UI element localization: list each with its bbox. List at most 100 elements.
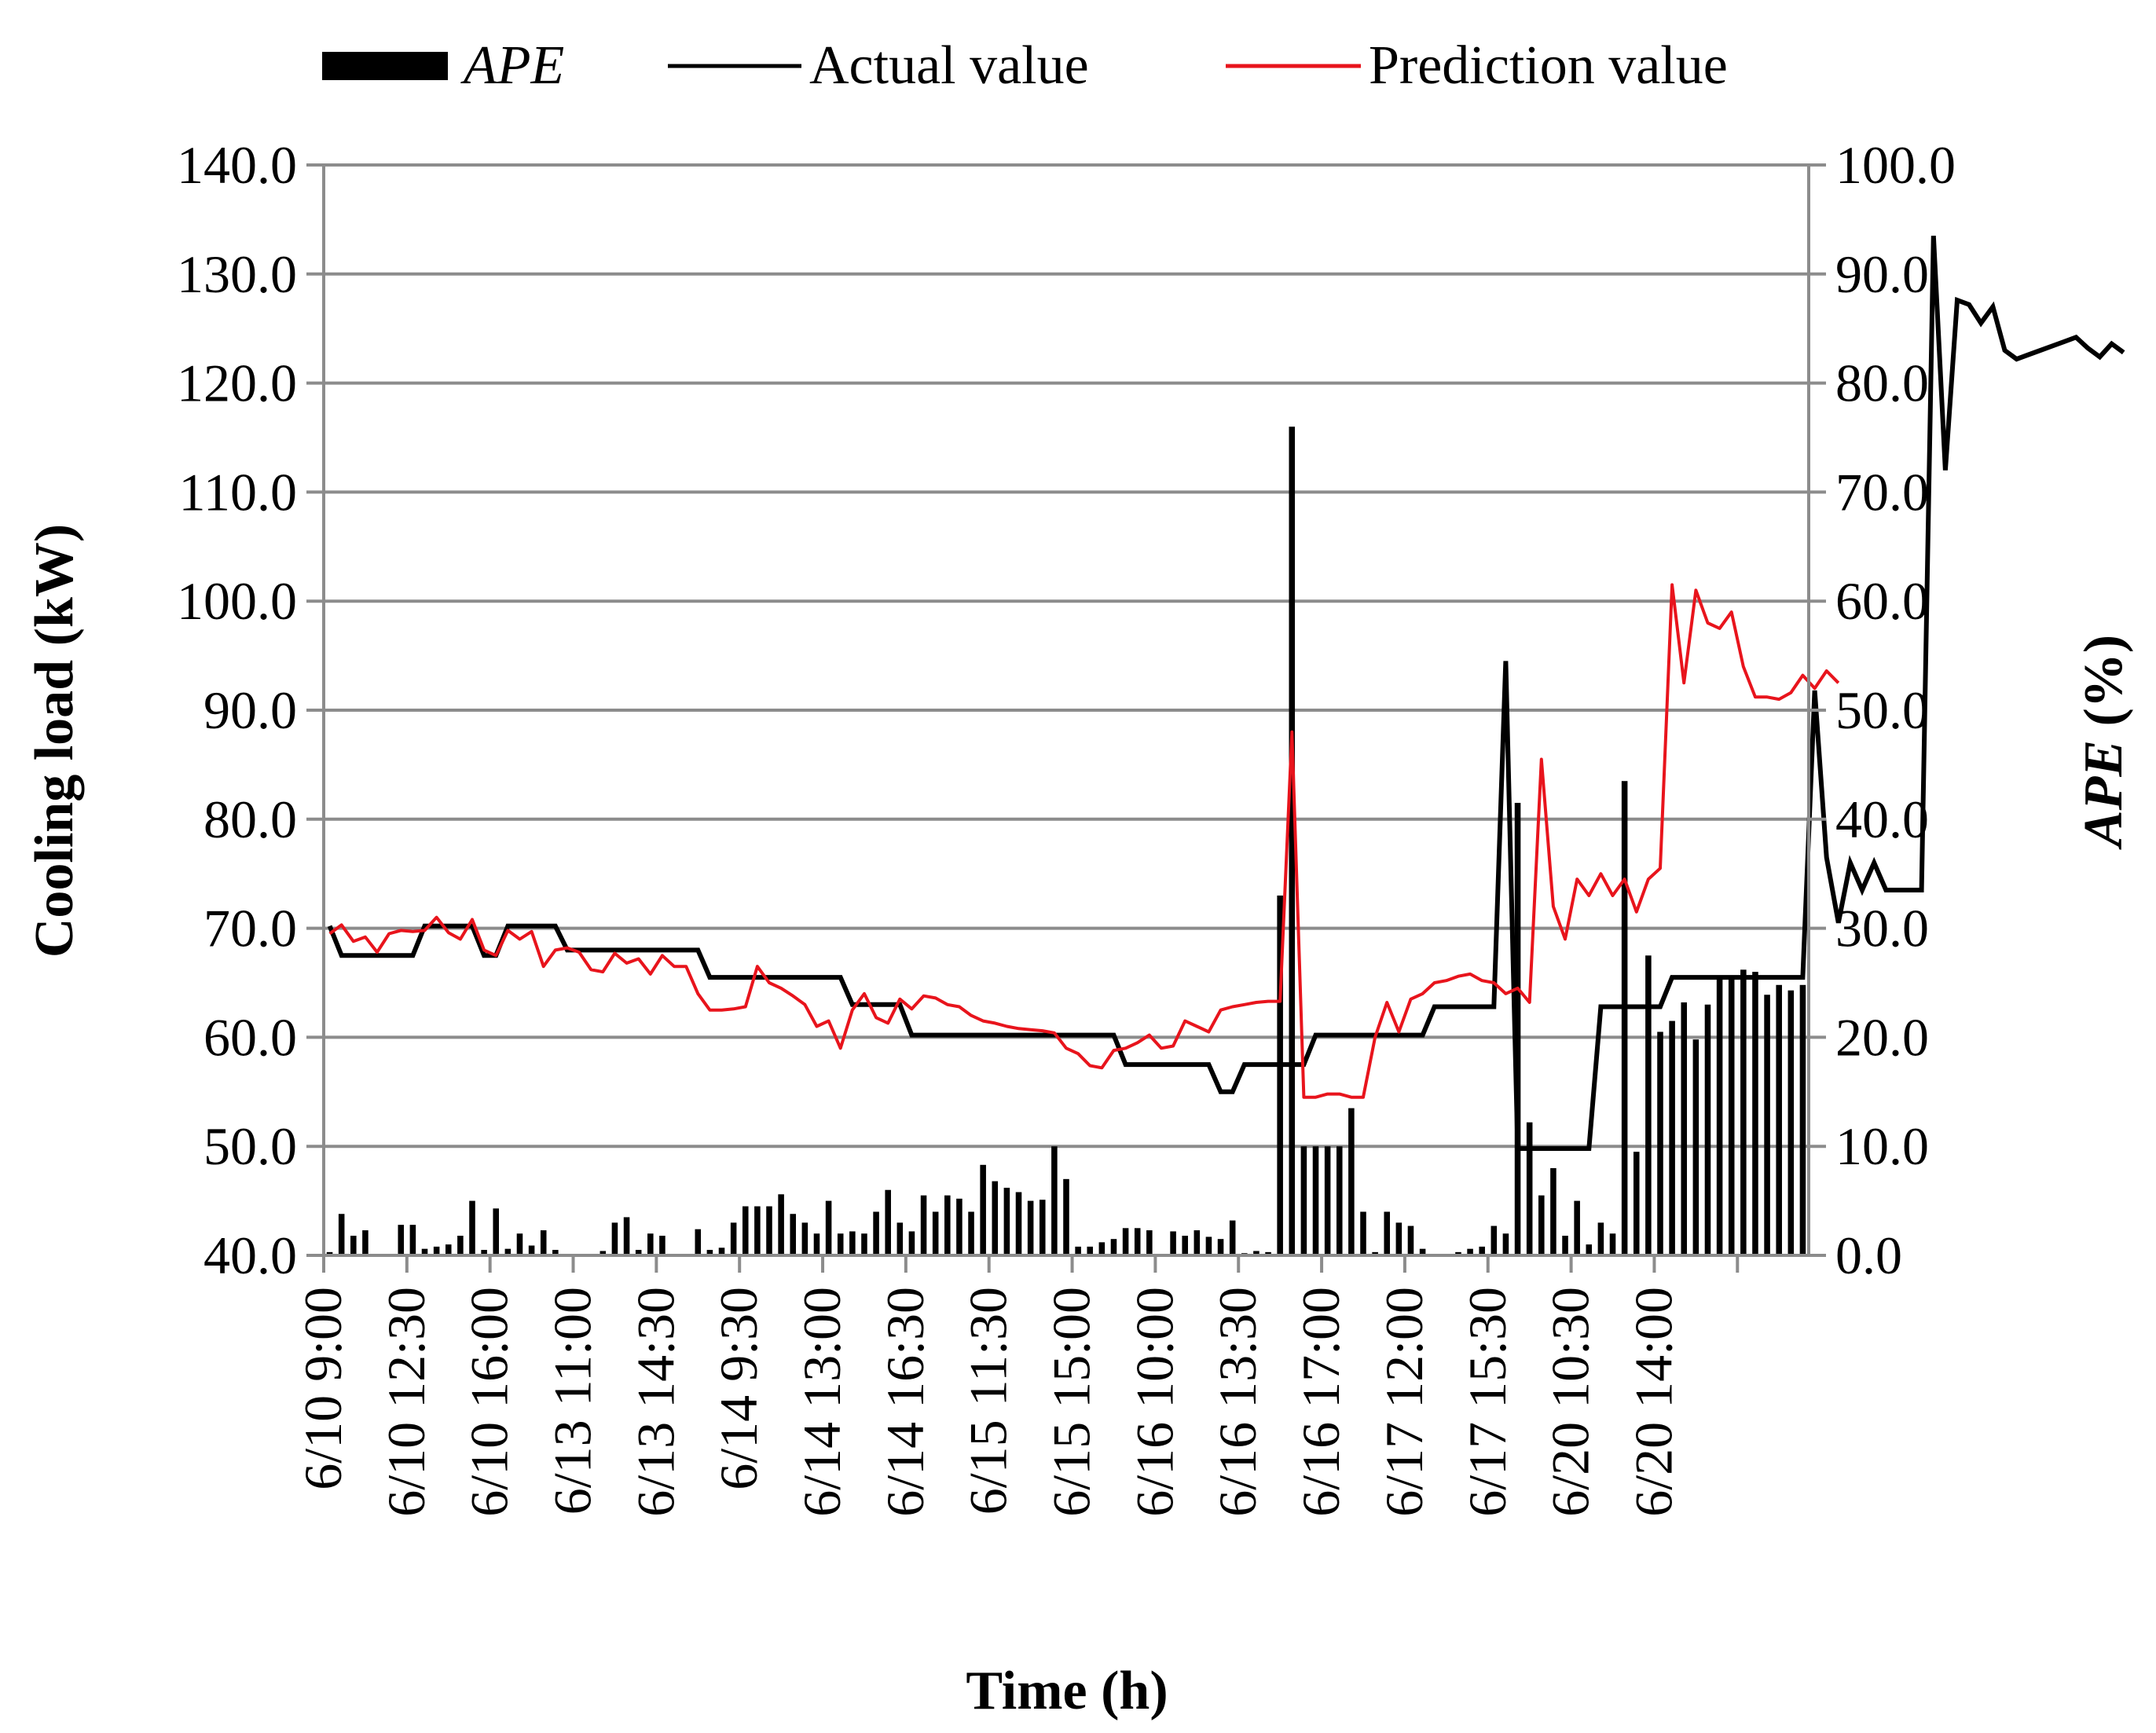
right-tick-label: 30.0 [1835, 899, 1929, 958]
ape-bar [1229, 1220, 1236, 1255]
ape-bar [1277, 895, 1283, 1255]
ape-bar [1704, 1004, 1711, 1255]
ape-bar [1063, 1178, 1069, 1255]
y-axis-right-title: APE (%) [2074, 635, 2134, 850]
right-tick-label: 50.0 [1835, 680, 1929, 740]
ape-bar [1455, 1251, 1461, 1255]
x-tick-label: 6/14 16:30 [875, 1287, 935, 1517]
ape-bar [861, 1233, 867, 1255]
left-tick-label: 130.0 [177, 244, 297, 304]
y-axis-right-title-unit: (%) [2074, 635, 2134, 740]
ape-bar [1633, 1152, 1640, 1255]
ape-bar [1360, 1211, 1366, 1255]
ape-bar [1324, 1146, 1331, 1255]
ape-bar [801, 1222, 808, 1255]
ape-bar [1692, 1039, 1700, 1255]
ape-bar [552, 1250, 559, 1255]
legend-ape-swatch [322, 52, 448, 80]
ape-bar [849, 1231, 856, 1255]
ape-bar [1122, 1228, 1129, 1255]
ape-bar [1003, 1187, 1010, 1255]
ape-bar [968, 1211, 974, 1255]
gridlines [324, 163, 1809, 1149]
ape-bar [1764, 995, 1770, 1255]
ape-bar [1098, 1242, 1106, 1255]
ape-bar [398, 1225, 405, 1255]
ape-bar [1134, 1228, 1141, 1255]
ape-bar [1550, 1167, 1556, 1255]
x-tick-label: 6/20 14:00 [1623, 1287, 1683, 1517]
ape-bar [1490, 1226, 1498, 1255]
ape-bar [885, 1189, 891, 1255]
ape-bar [1170, 1231, 1176, 1255]
right-axis-ticks: 0.0 10.0 20.0 30.0 40.0 50.0 60.0 70.0 80.0 90.0 1… [1809, 135, 1956, 1285]
x-tick-label: 6/17 15:30 [1458, 1287, 1517, 1517]
ape-bar [611, 1222, 618, 1255]
left-tick-label: 100.0 [177, 571, 297, 631]
ape-bar [873, 1211, 879, 1255]
ape-bar [623, 1217, 630, 1255]
ape-bar [944, 1195, 951, 1255]
left-tick-label: 70.0 [204, 899, 297, 958]
ape-bar [1574, 1200, 1580, 1255]
series-lines [327, 236, 2125, 1151]
ape-bar [813, 1233, 820, 1255]
ape-bar [1372, 1251, 1378, 1255]
ape-bar [1407, 1226, 1414, 1255]
left-tick-label: 60.0 [204, 1007, 297, 1067]
x-tick-label: 6/15 15:00 [1042, 1287, 1102, 1517]
ape-bar [1027, 1200, 1034, 1255]
ape-bar [493, 1208, 500, 1255]
ape-bar [766, 1206, 772, 1255]
ape-bar [1467, 1248, 1473, 1255]
ape-bar [1514, 802, 1521, 1255]
ape-bar [896, 1222, 904, 1255]
ape-bar [1479, 1246, 1485, 1255]
x-axis-ticks: 6/10 9:00 6/10 12:30 6/10 16:00 6/13 11:00 6… [293, 1255, 1740, 1517]
ape-bar [1728, 977, 1735, 1255]
ape-bar [504, 1248, 512, 1255]
actual-value-line [327, 236, 2125, 1151]
ape-bar [1586, 1244, 1593, 1255]
ape-bar [1110, 1239, 1117, 1255]
legend: APE Actual value Prediction value [322, 35, 1728, 96]
ape-bar [635, 1250, 642, 1255]
ape-bar [1419, 1248, 1426, 1255]
ape-bar [742, 1206, 749, 1255]
ape-bar [1205, 1237, 1212, 1255]
ape-bar [1336, 1146, 1343, 1255]
ape-bar [1384, 1211, 1391, 1255]
ape-bar [1716, 977, 1723, 1255]
ape-bar [908, 1231, 915, 1255]
ape-bar [1752, 972, 1758, 1255]
left-tick-label: 40.0 [204, 1226, 297, 1285]
ape-bar [1562, 1236, 1568, 1255]
right-tick-label: 90.0 [1835, 244, 1929, 304]
ape-bar [516, 1233, 523, 1255]
x-axis-title: Time (h) [966, 1661, 1168, 1721]
ape-bar [956, 1198, 962, 1255]
ape-bar [647, 1233, 654, 1255]
ape-bar [706, 1250, 713, 1255]
ape-bar [540, 1230, 547, 1255]
left-axis-ticks: 40.0 50.0 60.0 70.0 80.0 90.0 100.0 110.0 120.0 1… [177, 135, 324, 1285]
ape-bar [980, 1164, 986, 1255]
legend-ape-label: APE [460, 35, 564, 96]
ape-bar [1645, 955, 1652, 1255]
right-tick-label: 0.0 [1835, 1226, 1902, 1285]
ape-bar [730, 1222, 737, 1255]
x-tick-label: 6/15 11:30 [959, 1287, 1018, 1515]
ape-bar [1182, 1236, 1188, 1255]
ape-bar [1289, 427, 1296, 1255]
left-tick-label: 140.0 [177, 135, 297, 195]
ape-bar [825, 1200, 832, 1255]
ape-bar [600, 1251, 607, 1255]
x-tick-label: 6/10 12:30 [376, 1287, 436, 1517]
ape-bar [433, 1246, 440, 1255]
ape-bar [1776, 984, 1782, 1255]
ape-bar [421, 1248, 428, 1255]
ape-bar [932, 1211, 939, 1255]
ape-bar [528, 1245, 535, 1255]
ape-bar [1051, 1146, 1058, 1255]
